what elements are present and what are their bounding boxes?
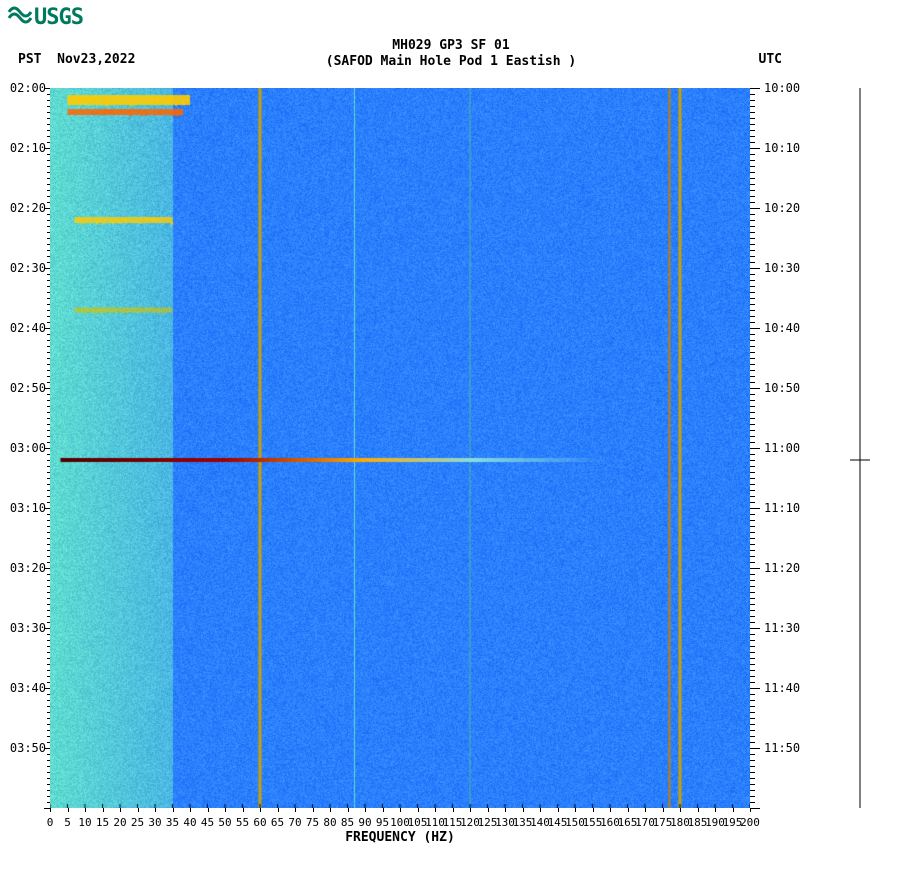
x-axis-title: FREQUENCY (HZ) (50, 830, 750, 845)
logo-text: USGS (34, 5, 83, 30)
y-left-tick-label: 03:10 (10, 501, 46, 515)
x-tick-label: 50 (218, 816, 231, 829)
x-tick-label: 60 (253, 816, 266, 829)
y-left-tick-label: 02:20 (10, 201, 46, 215)
x-tick-label: 70 (288, 816, 301, 829)
x-tick-label: 30 (148, 816, 161, 829)
x-tick-label: 95 (376, 816, 389, 829)
x-tick-label: 35 (166, 816, 179, 829)
title-line-1: MH029 GP3 SF 01 (0, 38, 902, 53)
y-right-tick-label: 10:00 (764, 81, 800, 95)
x-tick-label: 55 (236, 816, 249, 829)
x-tick-label: 200 (740, 816, 760, 829)
y-left-tick-label: 03:20 (10, 561, 46, 575)
x-tick-label: 45 (201, 816, 214, 829)
y-left-tick-label: 03:30 (10, 621, 46, 635)
y-right-tick-label: 10:30 (764, 261, 800, 275)
x-tick-label: 20 (113, 816, 126, 829)
x-tick-label: 0 (47, 816, 54, 829)
y-right-tick-label: 10:20 (764, 201, 800, 215)
x-tick-label: 80 (323, 816, 336, 829)
spectrogram-plot (50, 88, 750, 808)
x-tick-label: 75 (306, 816, 319, 829)
x-tick-label: 40 (183, 816, 196, 829)
x-tick-label: 85 (341, 816, 354, 829)
left-tick-marks (44, 88, 50, 808)
x-tick-label: 15 (96, 816, 109, 829)
y-left-tick-label: 03:00 (10, 441, 46, 455)
usgs-logo: USGS (8, 5, 83, 30)
y-left-tick-label: 03:40 (10, 681, 46, 695)
y-right-tick-label: 11:40 (764, 681, 800, 695)
y-axis-left-labels: 02:0002:1002:2002:3002:4002:5003:0003:10… (6, 88, 46, 808)
left-timezone-label: PST Nov23,2022 (18, 52, 135, 67)
y-left-tick-label: 02:50 (10, 381, 46, 395)
y-left-tick-label: 02:10 (10, 141, 46, 155)
logo-wave-icon (8, 5, 32, 30)
x-tick-label: 25 (131, 816, 144, 829)
x-tick-label: 5 (64, 816, 71, 829)
right-tick-marks (750, 88, 762, 808)
y-right-tick-label: 10:40 (764, 321, 800, 335)
y-axis-right-labels: 10:0010:1010:2010:3010:4010:5011:0011:10… (764, 88, 814, 808)
right-timezone-label: UTC (759, 52, 782, 67)
x-tick-label: 10 (78, 816, 91, 829)
y-left-tick-label: 02:40 (10, 321, 46, 335)
right-side-indicator (850, 88, 880, 808)
spectrogram-canvas (50, 88, 750, 808)
y-right-tick-label: 11:10 (764, 501, 800, 515)
y-right-tick-label: 10:50 (764, 381, 800, 395)
x-tick-label: 90 (358, 816, 371, 829)
y-left-tick-label: 03:50 (10, 741, 46, 755)
y-right-tick-label: 10:10 (764, 141, 800, 155)
y-right-tick-label: 11:30 (764, 621, 800, 635)
y-right-tick-label: 11:20 (764, 561, 800, 575)
y-left-tick-label: 02:00 (10, 81, 46, 95)
y-right-tick-label: 11:50 (764, 741, 800, 755)
x-tick-label: 65 (271, 816, 284, 829)
y-left-tick-label: 02:30 (10, 261, 46, 275)
y-right-tick-label: 11:00 (764, 441, 800, 455)
